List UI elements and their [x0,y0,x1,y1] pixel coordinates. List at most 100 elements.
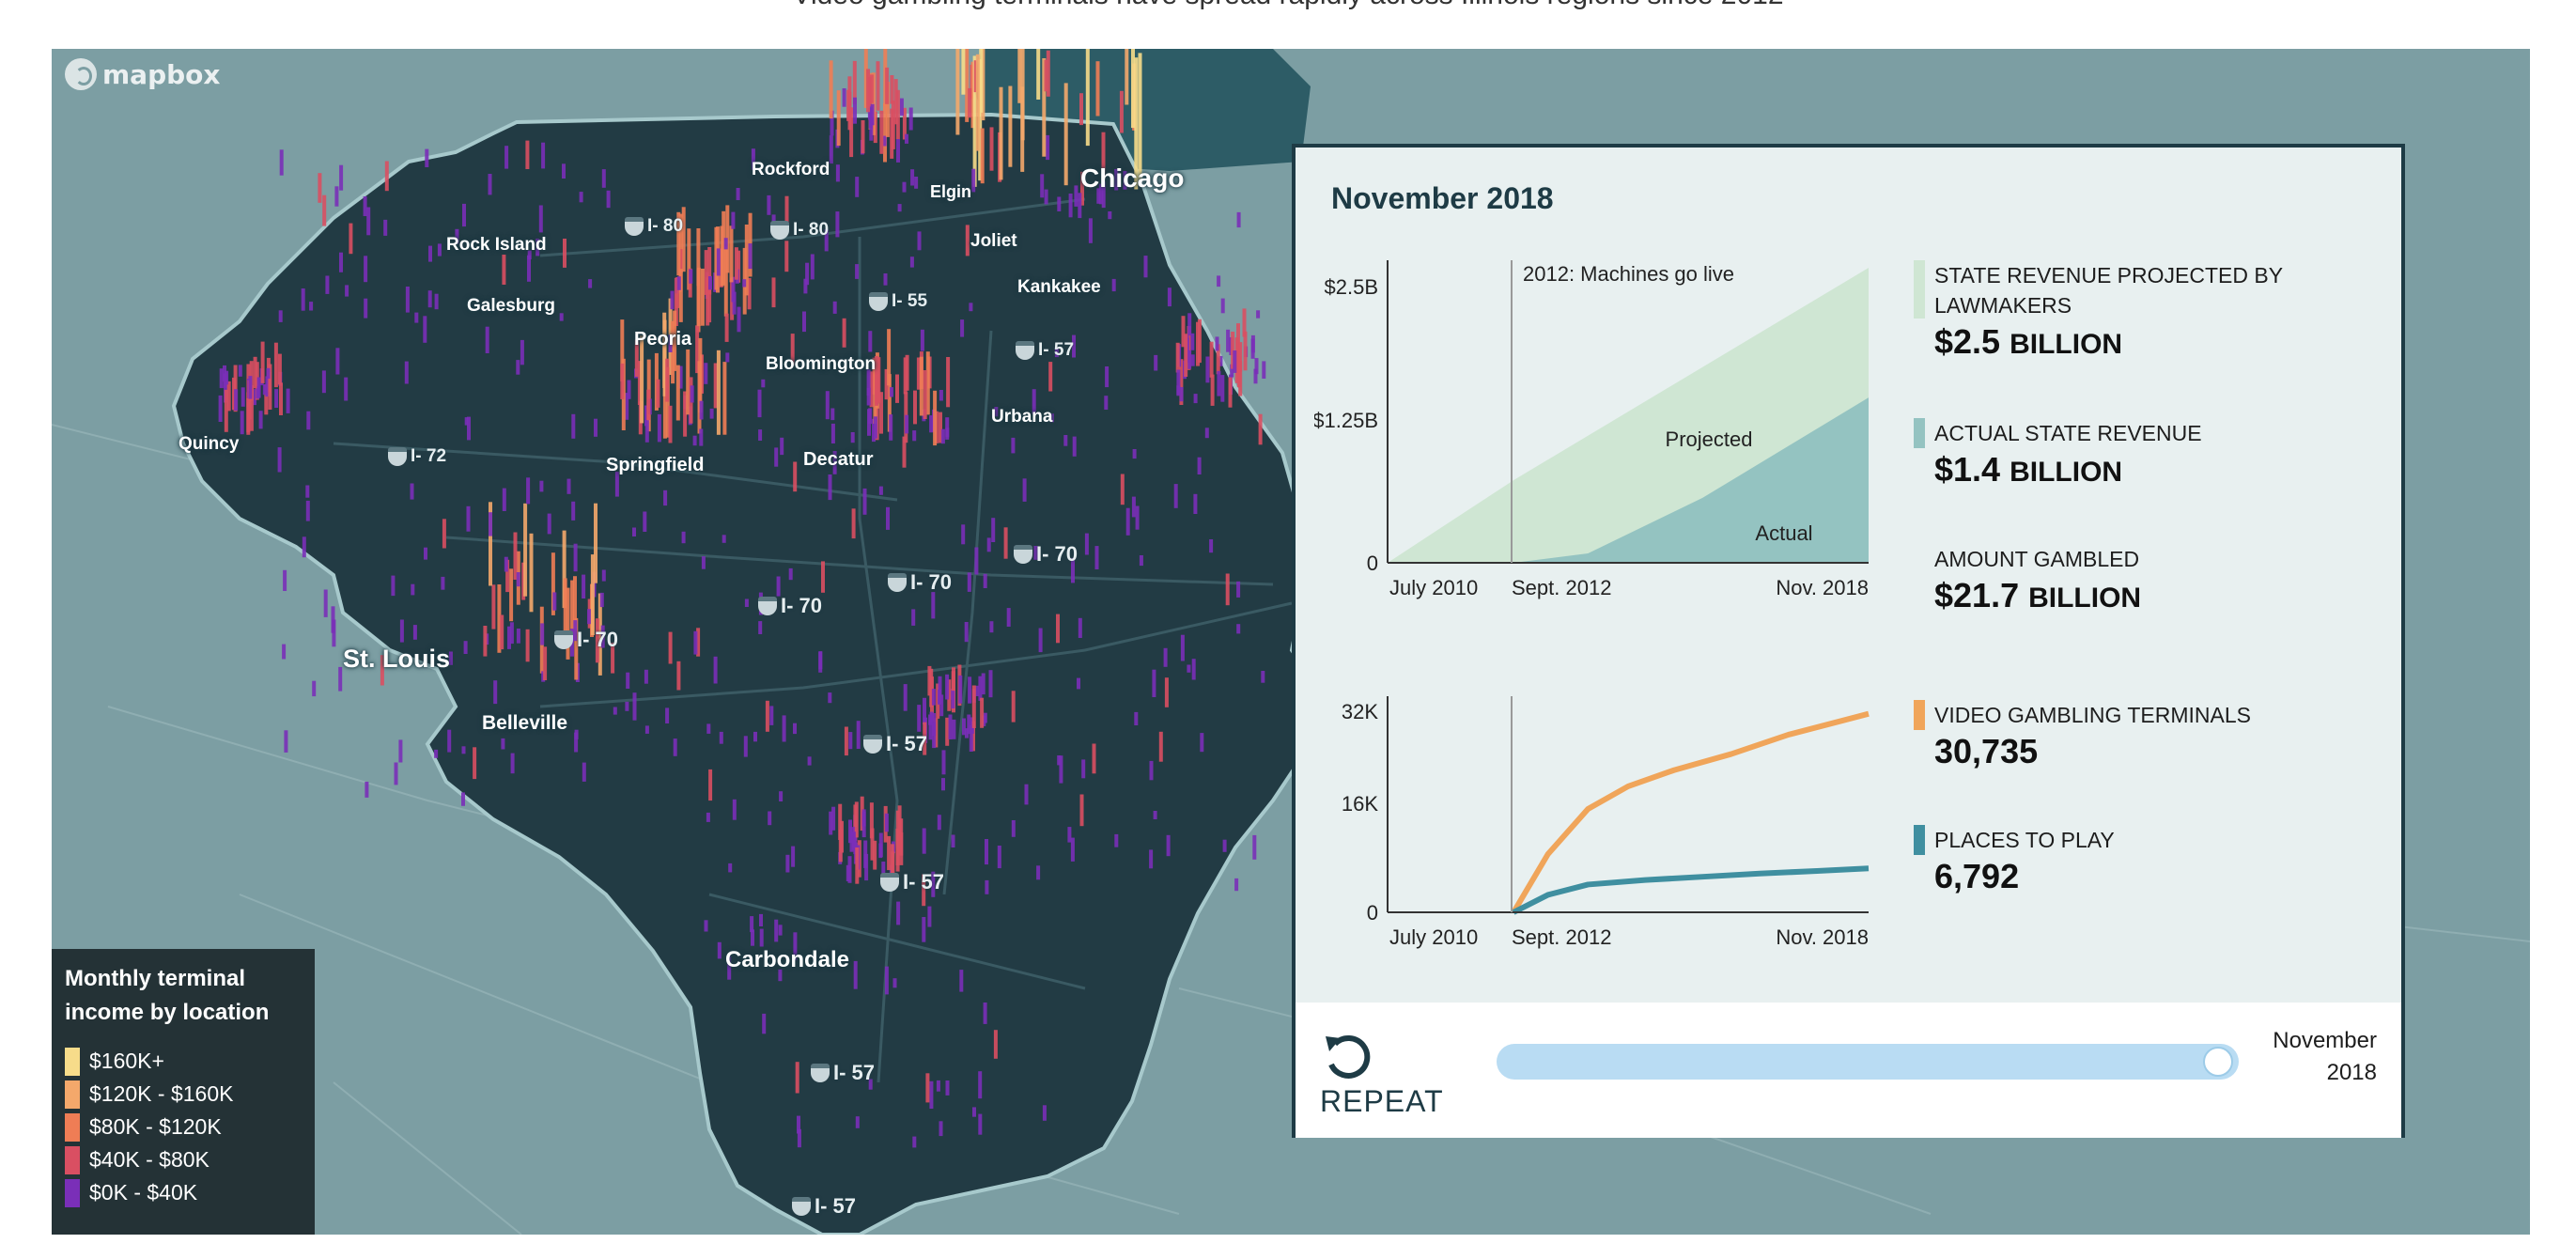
terminals-lines [1511,710,1870,915]
terminal-bar [855,264,860,279]
stat-projected-revenue: State revenue projected by lawmakers $2.… [1914,260,2385,362]
terminal-bar [686,349,691,415]
terminal-bar [574,617,579,680]
terminal-bar [1114,168,1119,191]
terminal-bar [965,225,970,256]
revenue-areas [1388,268,1869,563]
terminal-bar [981,49,985,121]
terminal-bar [895,374,899,403]
terminal-bar [262,384,267,396]
highway-shield-icon [770,221,789,240]
terminal-bar [968,87,972,118]
terminal-bar [1114,833,1119,847]
terminal-bar [462,203,466,227]
highway-label: I- 80 [770,220,829,241]
city-label-rock-island: Rock Island [446,235,547,255]
terminal-bar [566,587,570,660]
terminal-bar [331,606,335,633]
terminal-bar [563,578,567,645]
terminal-bar [1190,333,1195,350]
terminal-bar [670,290,675,310]
terminal-bar [910,169,915,186]
terminal-bar [844,726,848,756]
terminal-bar [830,110,834,136]
highway-shield-icon [869,292,888,311]
repeat-button[interactable]: REPEAT [1320,1031,1444,1119]
terminal-bar [601,169,606,188]
terminal-bar [277,447,282,473]
terminal-bar [1024,784,1029,805]
legend-item-label: $120K - $160K [89,1081,234,1106]
terminal-bar [1120,474,1125,505]
terminal-bar [874,356,878,406]
terminal-bar [318,173,322,203]
terminal-bar [836,90,841,147]
terminal-bar [520,339,524,365]
terminal-bar [516,572,520,587]
terminal-bar [939,694,944,717]
terminal-bar [700,268,705,326]
highway-number: I- 57 [903,870,945,894]
terminal-bar [437,243,442,256]
terminal-bar [1044,59,1048,92]
mapbox-logo[interactable]: mapbox [65,58,220,90]
terminal-bar [1032,389,1036,414]
terminal-bar [937,815,941,831]
terminal-bar [952,667,955,713]
terminal-bar [1179,359,1184,405]
terminal-bar [759,928,764,947]
terminal-bar [791,846,796,867]
terminal-bar [737,250,741,283]
terminal-bar [345,285,349,297]
terminal-bar [384,161,389,192]
terminal-bar [1038,628,1043,653]
terminal-bar [853,960,858,989]
slider-thumb[interactable] [2203,1047,2233,1077]
terminal-bar [412,625,417,640]
terminal-bar [1048,362,1053,392]
legend-swatch [65,1178,80,1207]
panel-title: November 2018 [1331,181,1554,215]
terminal-bar [588,279,593,288]
terminal-bar [870,103,875,126]
city-label-rockford: Rockford [752,160,830,179]
terminal-bar [509,622,514,645]
terminal-bar [968,676,972,704]
terminal-bar [868,1079,873,1090]
info-panel: November 2018 2012: Machines go live $2.… [1292,144,2405,1138]
terminal-bar [516,629,520,644]
terminal-bar [869,117,874,141]
terminal-bar [1108,211,1112,220]
terminal-bar [713,656,718,684]
terminal-bar [673,310,677,371]
slider-value-year: 2018 [2326,1060,2377,1085]
x-tick-label: Sept. 2012 [1512,576,1611,599]
terminal-bar [1234,878,1239,892]
timeline-slider[interactable] [1497,1044,2239,1080]
y-tick-label: 0 [1367,901,1378,925]
terminal-bar [335,348,340,375]
terminal-bar [931,871,936,897]
terminal-bar [1011,820,1016,837]
terminal-bar [961,524,966,545]
terminal-bar [571,413,576,439]
terminal-bar [830,423,835,443]
terminal-bar [507,626,511,649]
terminal-bar [850,432,855,443]
terminal-bar [879,110,884,154]
terminal-bar [1153,811,1157,819]
terminal-bar [959,970,964,992]
stat-number: $2.5 [1934,322,2001,361]
terminal-bar [757,389,762,418]
terminal-bar [1081,759,1086,779]
terminal-bar [405,287,410,313]
terminal-bar [424,547,427,560]
terminal-bar [600,625,605,648]
terminal-bar [687,228,691,290]
terminal-bar [467,416,471,441]
mapbox-wordmark: mapbox [102,58,221,90]
y-tick-label: $2.5B [1325,275,1379,299]
terminal-bar [873,416,877,439]
terminal-bar [380,655,384,686]
terminal-bar [1200,733,1204,753]
